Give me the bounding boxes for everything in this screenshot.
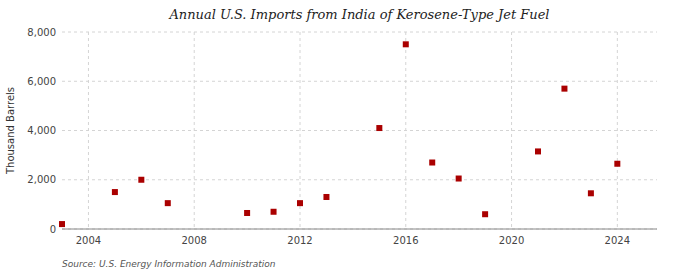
point (456, 176, 462, 182)
point (138, 177, 144, 183)
point (59, 221, 65, 227)
point (614, 161, 620, 167)
grid-line-y (62, 229, 657, 230)
grid-line-x (617, 32, 618, 229)
point (376, 125, 382, 131)
y-axis-label: Thousand Barrels (5, 87, 16, 175)
grid-line-y (62, 179, 657, 180)
x-tick-label: 2004 (76, 235, 101, 246)
source-annotation: Source: U.S. Energy Information Administ… (62, 259, 276, 269)
point (561, 86, 567, 92)
grid-line-x (88, 32, 89, 229)
point (271, 209, 277, 215)
grid-line-y (62, 81, 657, 82)
x-tick-label: 2008 (181, 235, 206, 246)
x-tick-label: 2016 (393, 235, 418, 246)
point (165, 200, 171, 206)
grid-line-x (511, 32, 512, 229)
point (535, 148, 541, 154)
point (323, 194, 329, 200)
point (403, 41, 409, 47)
y-tick-label: 4,000 (27, 125, 56, 136)
y-tick-label: 2,000 (27, 174, 56, 185)
point (588, 190, 594, 196)
points (59, 41, 620, 227)
axes: 0 2,000 4,000 6,000 8,000 2004 2008 2012 2016 202… (27, 27, 630, 247)
title: Annual U.S. Imports from India of Kerose… (168, 7, 549, 22)
grid-line-y (62, 32, 657, 33)
grid-line-y (62, 130, 657, 131)
point (429, 160, 435, 166)
grid-line-x (300, 32, 301, 229)
x-axis-line (62, 229, 657, 230)
grid (62, 32, 657, 229)
x-tick-label: 2012 (287, 235, 312, 246)
x-tick-label: 2020 (499, 235, 524, 246)
chart-container: 0 2,000 4,000 6,000 8,000 2004 2008 2012 2016 202… (0, 0, 675, 275)
y-tick-label: 8,000 (27, 27, 56, 38)
point (112, 189, 118, 195)
point (297, 200, 303, 206)
chart-svg: 0 2,000 4,000 6,000 8,000 2004 2008 2012 2016 202… (0, 0, 675, 275)
point (482, 211, 488, 217)
y-tick-label: 0 (50, 224, 56, 235)
grid-line-x (405, 32, 406, 229)
grid-line-x (194, 32, 195, 229)
point (244, 210, 250, 216)
x-tick-label: 2024 (605, 235, 630, 246)
y-tick-label: 6,000 (27, 76, 56, 87)
